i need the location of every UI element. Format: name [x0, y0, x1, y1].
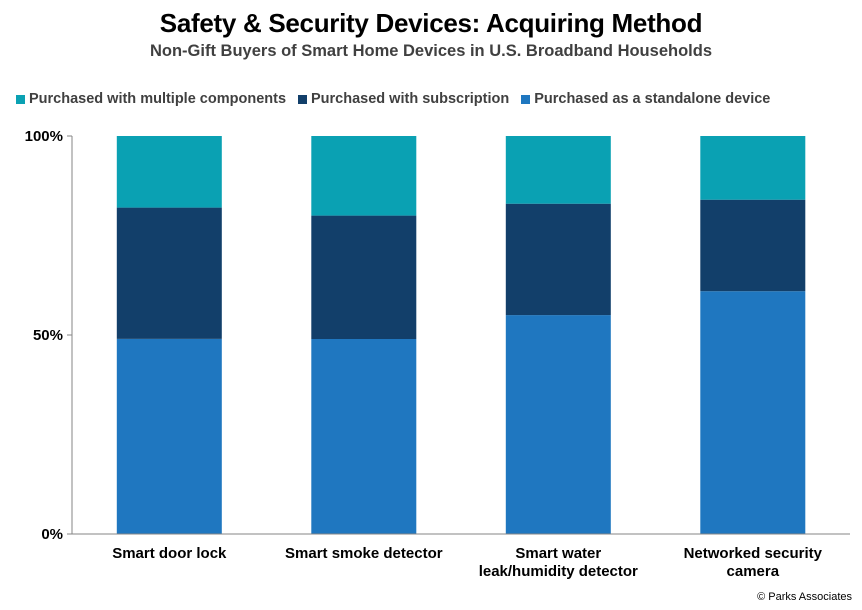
bar-segment: [311, 215, 417, 339]
legend-swatch: [16, 94, 25, 104]
x-tick-label: leak/humidity detector: [479, 563, 638, 580]
chart-title: Safety & Security Devices: Acquiring Met…: [159, 8, 703, 38]
chart-legend: Purchased with multiple components Purcha…: [16, 91, 770, 107]
bar-segment: [116, 136, 222, 208]
y-tick-label: 50%: [33, 327, 63, 344]
y-tick-label: 100%: [25, 128, 63, 145]
y-tick-label: 0%: [41, 526, 63, 543]
chart-subtitle: Non-Gift Buyers of Smart Home Devices in…: [149, 42, 712, 60]
copyright-footer: © Parks Associates: [757, 591, 852, 603]
bar-segment: [116, 339, 222, 534]
bar-segment: [700, 136, 806, 200]
bar-segment: [700, 199, 806, 292]
bar-segment: [505, 136, 611, 204]
bar-segment: [116, 207, 222, 339]
x-tick-label: Smart door lock: [112, 545, 227, 562]
legend-item: Purchased with subscription: [298, 91, 509, 107]
legend-item: Purchased with multiple components: [16, 91, 286, 107]
bar-segment: [311, 339, 417, 534]
bar-segment: [311, 136, 417, 216]
x-tick-label: camera: [727, 563, 780, 580]
legend-label: Purchased with multiple components: [29, 91, 287, 107]
legend-label: Purchased with subscription: [311, 91, 510, 107]
x-tick-label: Smart water: [515, 545, 601, 562]
x-tick-label: Smart smoke detector: [285, 545, 443, 562]
bar-segment: [505, 203, 611, 316]
x-tick-label: Networked security: [684, 545, 823, 562]
bar-segment: [700, 291, 806, 534]
legend-label: Purchased as a standalone device: [534, 91, 771, 107]
bar-segment: [505, 315, 611, 534]
legend-swatch: [298, 94, 308, 104]
legend-swatch: [521, 94, 531, 104]
legend-item: Purchased as a standalone device: [521, 91, 770, 107]
